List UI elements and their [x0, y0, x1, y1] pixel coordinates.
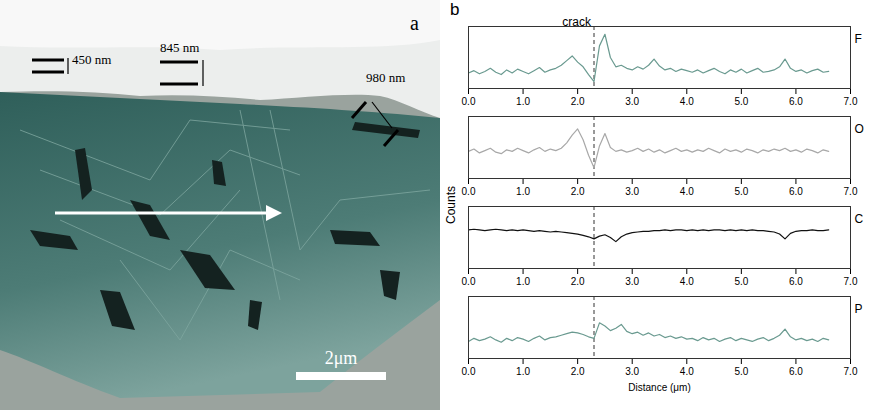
svg-text:4.0: 4.0 — [680, 186, 694, 197]
svg-text:C: C — [855, 212, 864, 226]
svg-text:6.0: 6.0 — [789, 186, 803, 197]
svg-text:3.0: 3.0 — [625, 96, 639, 107]
svg-text:0.0: 0.0 — [462, 186, 476, 197]
html-text:b: b — [450, 0, 460, 19]
svg-text:3.0: 3.0 — [625, 186, 639, 197]
svg-text:O: O — [855, 122, 864, 136]
svg-text:1.0: 1.0 — [516, 186, 530, 197]
svg-text:F: F — [855, 32, 862, 46]
svg-text:5.0: 5.0 — [734, 186, 748, 197]
svg-text:7.0: 7.0 — [844, 186, 858, 197]
svg-text:980 nm: 980 nm — [366, 70, 405, 85]
svg-text:5.0: 5.0 — [734, 276, 748, 287]
svg-text:2.0: 2.0 — [571, 276, 585, 287]
svg-text:2.0: 2.0 — [571, 186, 585, 197]
svg-text:1.0: 1.0 — [516, 96, 530, 107]
svg-text:5.0: 5.0 — [734, 366, 748, 377]
svg-text:5.0: 5.0 — [734, 96, 748, 107]
svg-text:P: P — [855, 302, 863, 316]
svg-text:0.0: 0.0 — [462, 366, 476, 377]
svg-text:4.0: 4.0 — [680, 276, 694, 287]
svg-text:0.0: 0.0 — [462, 276, 476, 287]
svg-text:1.0: 1.0 — [516, 276, 530, 287]
svg-text:2.0: 2.0 — [571, 366, 585, 377]
svg-text:7.0: 7.0 — [844, 366, 858, 377]
svg-text:6.0: 6.0 — [789, 96, 803, 107]
svg-text:7.0: 7.0 — [844, 276, 858, 287]
svg-text:7.0: 7.0 — [844, 96, 858, 107]
svg-text:4.0: 4.0 — [680, 366, 694, 377]
svg-text:3.0: 3.0 — [625, 276, 639, 287]
svg-text:6.0: 6.0 — [789, 276, 803, 287]
svg-text:4.0: 4.0 — [680, 96, 694, 107]
svg-text:1.0: 1.0 — [516, 366, 530, 377]
html-text:Counts: Counts — [444, 186, 458, 224]
svg-text:6.0: 6.0 — [789, 366, 803, 377]
svg-text:0.0: 0.0 — [462, 96, 476, 107]
svg-text:a: a — [410, 12, 419, 34]
svg-text:2μm: 2μm — [325, 348, 358, 368]
svg-text:crack: crack — [562, 15, 592, 29]
svg-text:450 nm: 450 nm — [72, 52, 111, 67]
svg-text:Distance (μm): Distance (μm) — [628, 382, 690, 393]
svg-text:3.0: 3.0 — [625, 366, 639, 377]
svg-text:845 nm: 845 nm — [160, 40, 199, 55]
svg-text:2.0: 2.0 — [571, 96, 585, 107]
